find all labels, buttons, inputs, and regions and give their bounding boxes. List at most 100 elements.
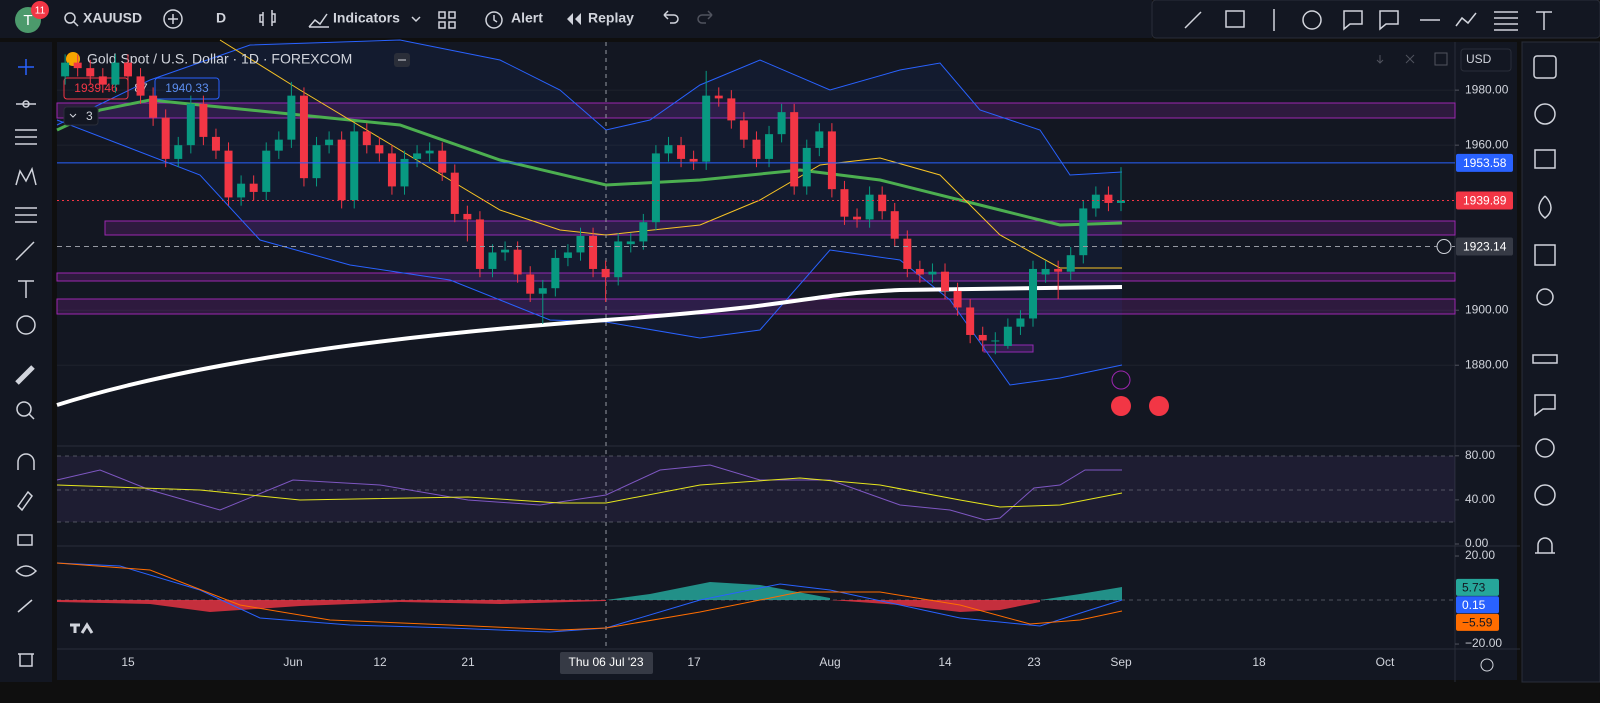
x-tick-label: 14 (938, 655, 952, 669)
chats-button[interactable] (1534, 394, 1556, 417)
x-tick-label: 15 (121, 655, 135, 669)
redo[interactable] (697, 10, 713, 24)
compare-button[interactable] (163, 9, 183, 29)
left-tools (15, 59, 38, 667)
y-tick-label: 80.00 (1465, 448, 1495, 462)
callout-tool[interactable] (1343, 10, 1363, 31)
replay-button[interactable]: Replay (588, 10, 634, 26)
lock-tool[interactable] (17, 534, 33, 546)
alert-button[interactable]: Alert (511, 10, 543, 26)
magnet-tool[interactable] (17, 453, 35, 470)
pane-controls[interactable] (1376, 52, 1448, 66)
signals-button[interactable] (1535, 438, 1555, 458)
ma-200 (56, 285, 1123, 407)
price-label-box (1456, 153, 1513, 172)
replay-panel-button[interactable] (1534, 484, 1556, 506)
event-icon[interactable] (1111, 370, 1131, 390)
layouts-icon[interactable] (438, 11, 456, 29)
circle-tool[interactable] (1302, 10, 1322, 30)
candle-body (727, 98, 736, 121)
trend-line-tool[interactable] (1184, 11, 1202, 29)
macd-histogram-neg (57, 600, 606, 612)
brush-tool[interactable] (15, 241, 35, 261)
ask-box[interactable] (154, 77, 220, 100)
badge-count: 11 (35, 6, 46, 17)
streams-button[interactable] (1532, 354, 1558, 364)
alert-icon (493, 15, 498, 23)
data-window-button[interactable] (1534, 149, 1556, 169)
candle-body (978, 334, 987, 341)
price-label: 1953.58 (1463, 156, 1507, 170)
indicators-button[interactable]: Indicators (333, 10, 400, 26)
link-tool[interactable] (17, 599, 33, 613)
crosshair-tool[interactable] (18, 59, 34, 75)
comment-tool[interactable] (1379, 10, 1399, 31)
candle-body (312, 145, 321, 179)
watchlist-button[interactable] (1533, 55, 1557, 79)
candle-body (626, 241, 635, 245)
candle-body (941, 271, 950, 291)
settings[interactable] (1480, 658, 1494, 672)
candle-body (475, 219, 484, 269)
ideas-button[interactable] (1536, 288, 1554, 306)
candle-body (211, 136, 220, 151)
candle-body (488, 252, 497, 269)
candle-body (1029, 268, 1038, 319)
macd-label: 0.15 (1462, 598, 1486, 612)
remove-tool[interactable] (18, 653, 34, 667)
candle-body (98, 76, 107, 85)
macd-histogram-pos (606, 582, 1122, 600)
right-widgets (1532, 55, 1558, 554)
x-tick-label: Jun (283, 655, 302, 669)
chart-type-icon[interactable] (259, 10, 276, 26)
path-tool[interactable] (1455, 12, 1477, 27)
hotlists-button[interactable] (1538, 195, 1552, 219)
text-tool[interactable] (18, 280, 34, 298)
pattern-tool[interactable] (15, 166, 37, 186)
tv-logo (70, 622, 94, 634)
event-icon[interactable] (1111, 396, 1131, 416)
event-icon[interactable] (1149, 396, 1169, 416)
rectangle-tool[interactable] (1225, 10, 1245, 28)
notifications-button[interactable] (1535, 537, 1555, 554)
price-label-box (1456, 237, 1513, 256)
candle-body (765, 134, 774, 159)
hide-tool[interactable] (15, 565, 38, 577)
candle-body (224, 150, 233, 198)
x-tick-label: 17 (687, 655, 701, 669)
candle-body (827, 131, 836, 190)
crosshair-label-box (560, 652, 653, 674)
interval[interactable]: D (216, 10, 226, 26)
undo[interactable] (663, 10, 679, 24)
ruler-tool[interactable] (15, 365, 35, 385)
candle-body (450, 172, 459, 214)
fib-tool[interactable] (1494, 11, 1518, 31)
candle-body (815, 131, 824, 148)
chevron[interactable] (411, 16, 421, 23)
symbol[interactable]: XAUUSD (83, 10, 142, 26)
currency-box[interactable] (1460, 48, 1512, 72)
rsi-levels (57, 455, 1455, 523)
stay-drawing-tool[interactable] (17, 490, 33, 512)
forecast-tool[interactable] (15, 207, 37, 223)
x-tick-label: 21 (461, 655, 475, 669)
macd-label-box (1456, 596, 1499, 614)
indicator-count: 3 (86, 109, 93, 123)
search-icon (73, 21, 79, 27)
avatar-letter: T (23, 12, 32, 29)
zoom-tool[interactable] (16, 401, 32, 417)
alerts-button[interactable] (1534, 103, 1556, 125)
fib-tool[interactable] (15, 129, 37, 145)
candle-body (903, 238, 912, 269)
text-tool[interactable] (1536, 11, 1552, 30)
calendar-button[interactable] (1534, 244, 1556, 266)
bid-box[interactable] (63, 77, 129, 100)
indicator-toggle[interactable] (63, 106, 99, 126)
zone (56, 102, 1456, 119)
candle-body (1091, 194, 1100, 209)
candle-body (739, 120, 748, 140)
emoji-tool[interactable] (16, 315, 36, 335)
candle-body (928, 271, 937, 275)
candle-body (777, 112, 786, 135)
y-tick-label: 1960.00 (1465, 137, 1509, 151)
